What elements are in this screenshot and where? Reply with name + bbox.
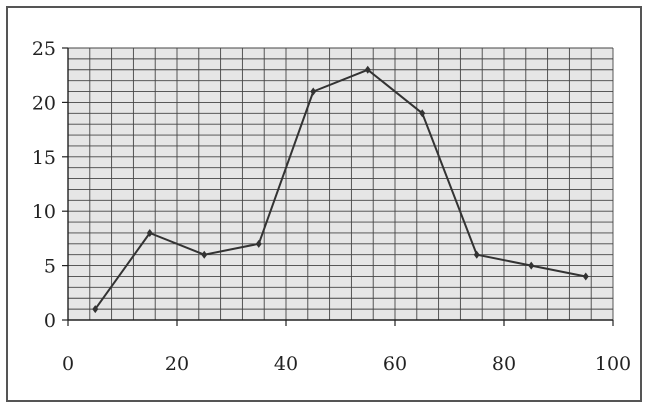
y-tick-label: 10	[32, 201, 56, 223]
data-point	[255, 239, 262, 248]
data-point	[582, 272, 589, 281]
y-tick-label: 15	[32, 147, 56, 169]
x-tick-label: 100	[595, 353, 631, 375]
y-tick-label: 5	[44, 256, 56, 278]
x-tick-label: 0	[62, 353, 74, 375]
series-group	[92, 65, 589, 314]
y-axis-ticks: 0 5 10 15 20 25	[32, 38, 68, 332]
x-tick-label: 20	[165, 353, 189, 375]
x-tick-label: 40	[274, 353, 298, 375]
x-tick-label: 80	[492, 353, 516, 375]
data-point	[364, 65, 371, 74]
plot-area	[68, 48, 613, 320]
y-tick-label: 25	[32, 38, 56, 60]
x-axis-ticks: 0 20 40 60 80 100	[62, 320, 631, 375]
data-point	[201, 250, 208, 259]
data-point	[92, 305, 99, 314]
x-tick-label: 60	[383, 353, 407, 375]
series-line	[94, 68, 586, 310]
data-point	[310, 87, 317, 96]
data-point	[146, 228, 153, 237]
y-tick-label: 0	[44, 310, 56, 332]
data-point	[419, 109, 426, 118]
axes	[67, 48, 613, 321]
data-point	[473, 250, 480, 259]
y-tick-label: 20	[32, 92, 56, 114]
data-point	[528, 261, 535, 270]
